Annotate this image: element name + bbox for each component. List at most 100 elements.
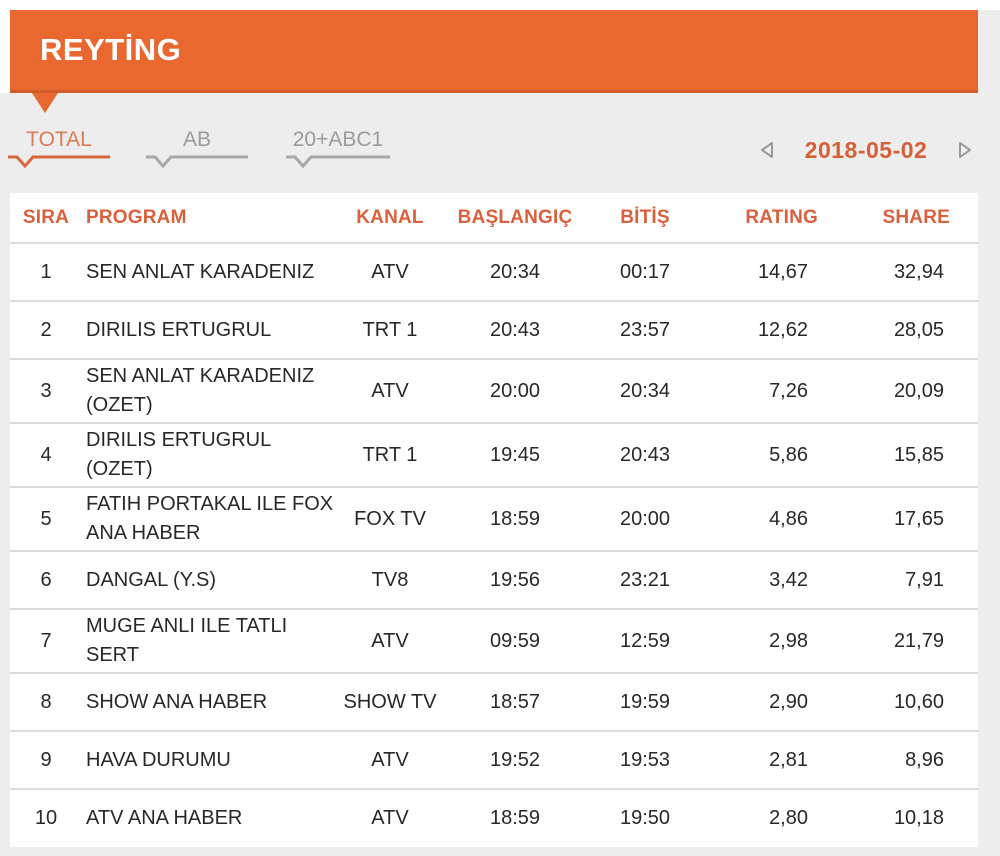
cell-share: 15,85 — [830, 422, 978, 487]
tab-total[interactable]: TOTAL — [8, 128, 110, 169]
tab-ab[interactable]: AB — [146, 128, 248, 169]
cell-bitis: 23:57 — [590, 300, 700, 359]
cell-program: DIRILIS ERTUGRUL — [82, 300, 340, 359]
cell-sira: 6 — [10, 550, 82, 609]
cell-kanal: ATV — [340, 730, 440, 789]
table-row: 7 MUGE ANLI ILE TATLI SERT ATV 09:59 12:… — [10, 608, 978, 673]
top-margin-strip — [0, 0, 1000, 10]
cell-rating: 2,98 — [700, 608, 830, 673]
cell-program: ATV ANA HABER — [82, 788, 340, 847]
date-navigator: 2018-05-02 — [760, 136, 972, 164]
cell-sira: 5 — [10, 486, 82, 551]
tab-20-abc1[interactable]: 20+ABC1 — [286, 128, 390, 169]
tab-underline-icon — [286, 155, 390, 169]
left-margin-strip — [0, 0, 10, 93]
tab-underline-icon — [146, 155, 248, 169]
table-row: 2 DIRILIS ERTUGRUL TRT 1 20:43 23:57 12,… — [10, 300, 978, 359]
cell-sira: 10 — [10, 788, 82, 847]
column-header-share: SHARE — [882, 206, 950, 228]
tab-underline-icon — [8, 155, 110, 169]
cell-rating: 3,42 — [700, 550, 830, 609]
cell-share: 20,09 — [830, 358, 978, 423]
cell-kanal: TV8 — [340, 550, 440, 609]
table-header-row: SIRA PROGRAM KANAL BAŞLANGIÇ BİTİŞ RATIN… — [10, 193, 978, 243]
cell-sira: 3 — [10, 358, 82, 423]
cell-kanal: FOX TV — [340, 486, 440, 551]
cell-rating: 7,26 — [700, 358, 830, 423]
cell-bitis: 19:53 — [590, 730, 700, 789]
cell-kanal: ATV — [340, 358, 440, 423]
column-header-rating: RATING — [745, 206, 818, 228]
cell-bitis: 19:59 — [590, 672, 700, 731]
prev-date-button[interactable] — [760, 141, 774, 159]
table-row: 4 DIRILIS ERTUGRUL (OZET) TRT 1 19:45 20… — [10, 422, 978, 487]
cell-rating: 14,67 — [700, 242, 830, 301]
cell-sira: 8 — [10, 672, 82, 731]
cell-bitis: 20:43 — [590, 422, 700, 487]
ratings-table-card: SIRA PROGRAM KANAL BAŞLANGIÇ BİTİŞ RATIN… — [10, 193, 978, 847]
cell-kanal: ATV — [340, 608, 440, 673]
table-row: 5 FATIH PORTAKAL ILE FOX ANA HABER FOX T… — [10, 486, 978, 551]
table-row: 10 ATV ANA HABER ATV 18:59 19:50 2,80 10… — [10, 788, 978, 847]
tab-label: TOTAL — [26, 128, 92, 151]
table-row: 8 SHOW ANA HABER SHOW TV 18:57 19:59 2,9… — [10, 672, 978, 731]
cell-bitis: 23:21 — [590, 550, 700, 609]
cell-rating: 2,90 — [700, 672, 830, 731]
column-header-kanal: KANAL — [356, 206, 424, 228]
banner: REYTİNG — [10, 10, 978, 93]
cell-bitis: 12:59 — [590, 608, 700, 673]
left-triangle-icon — [761, 142, 773, 158]
column-header-baslangic: BAŞLANGIÇ — [457, 206, 573, 228]
cell-bitis: 00:17 — [590, 242, 700, 301]
cell-baslangic: 18:57 — [440, 672, 590, 731]
cell-kanal: TRT 1 — [340, 422, 440, 487]
cell-share: 7,91 — [830, 550, 978, 609]
cell-baslangic: 19:52 — [440, 730, 590, 789]
cell-share: 17,65 — [830, 486, 978, 551]
cell-kanal: ATV — [340, 788, 440, 847]
cell-rating: 5,86 — [700, 422, 830, 487]
cell-program: FATIH PORTAKAL ILE FOX ANA HABER — [82, 486, 340, 551]
cell-program: HAVA DURUMU — [82, 730, 340, 789]
cell-bitis: 20:00 — [590, 486, 700, 551]
table-row: 6 DANGAL (Y.S) TV8 19:56 23:21 3,42 7,91 — [10, 550, 978, 609]
tab-label: 20+ABC1 — [292, 128, 384, 151]
cell-share: 21,79 — [830, 608, 978, 673]
cell-share: 10,18 — [830, 788, 978, 847]
table-row: 9 HAVA DURUMU ATV 19:52 19:53 2,81 8,96 — [10, 730, 978, 789]
cell-baslangic: 09:59 — [440, 608, 590, 673]
cell-kanal: ATV — [340, 242, 440, 301]
right-triangle-icon — [959, 142, 971, 158]
date-label: 2018-05-02 — [804, 136, 928, 163]
cell-program: DANGAL (Y.S) — [82, 550, 340, 609]
cell-rating: 12,62 — [700, 300, 830, 359]
page-title: REYTİNG — [40, 32, 182, 67]
cell-bitis: 20:34 — [590, 358, 700, 423]
cell-rating: 4,86 — [700, 486, 830, 551]
cell-baslangic: 20:34 — [440, 242, 590, 301]
cell-sira: 7 — [10, 608, 82, 673]
cell-baslangic: 19:45 — [440, 422, 590, 487]
tab-label: AB — [182, 128, 211, 151]
table-row: 1 SEN ANLAT KARADENIZ ATV 20:34 00:17 14… — [10, 242, 978, 301]
cell-program: SHOW ANA HABER — [82, 672, 340, 731]
cell-share: 10,60 — [830, 672, 978, 731]
cell-baslangic: 20:00 — [440, 358, 590, 423]
banner-pointer-icon — [32, 93, 58, 113]
cell-kanal: TRT 1 — [340, 300, 440, 359]
cell-program: SEN ANLAT KARADENIZ (OZET) — [82, 358, 340, 423]
cell-program: MUGE ANLI ILE TATLI SERT — [82, 608, 340, 673]
cell-bitis: 19:50 — [590, 788, 700, 847]
cell-baslangic: 18:59 — [440, 788, 590, 847]
cell-program: DIRILIS ERTUGRUL (OZET) — [82, 422, 340, 487]
cell-rating: 2,81 — [700, 730, 830, 789]
cell-baslangic: 18:59 — [440, 486, 590, 551]
cell-sira: 1 — [10, 242, 82, 301]
next-date-button[interactable] — [958, 141, 972, 159]
cell-share: 32,94 — [830, 242, 978, 301]
cell-baslangic: 20:43 — [440, 300, 590, 359]
cell-kanal: SHOW TV — [340, 672, 440, 731]
ratings-table: SIRA PROGRAM KANAL BAŞLANGIÇ BİTİŞ RATIN… — [10, 193, 978, 847]
column-header-program: PROGRAM — [86, 206, 187, 228]
